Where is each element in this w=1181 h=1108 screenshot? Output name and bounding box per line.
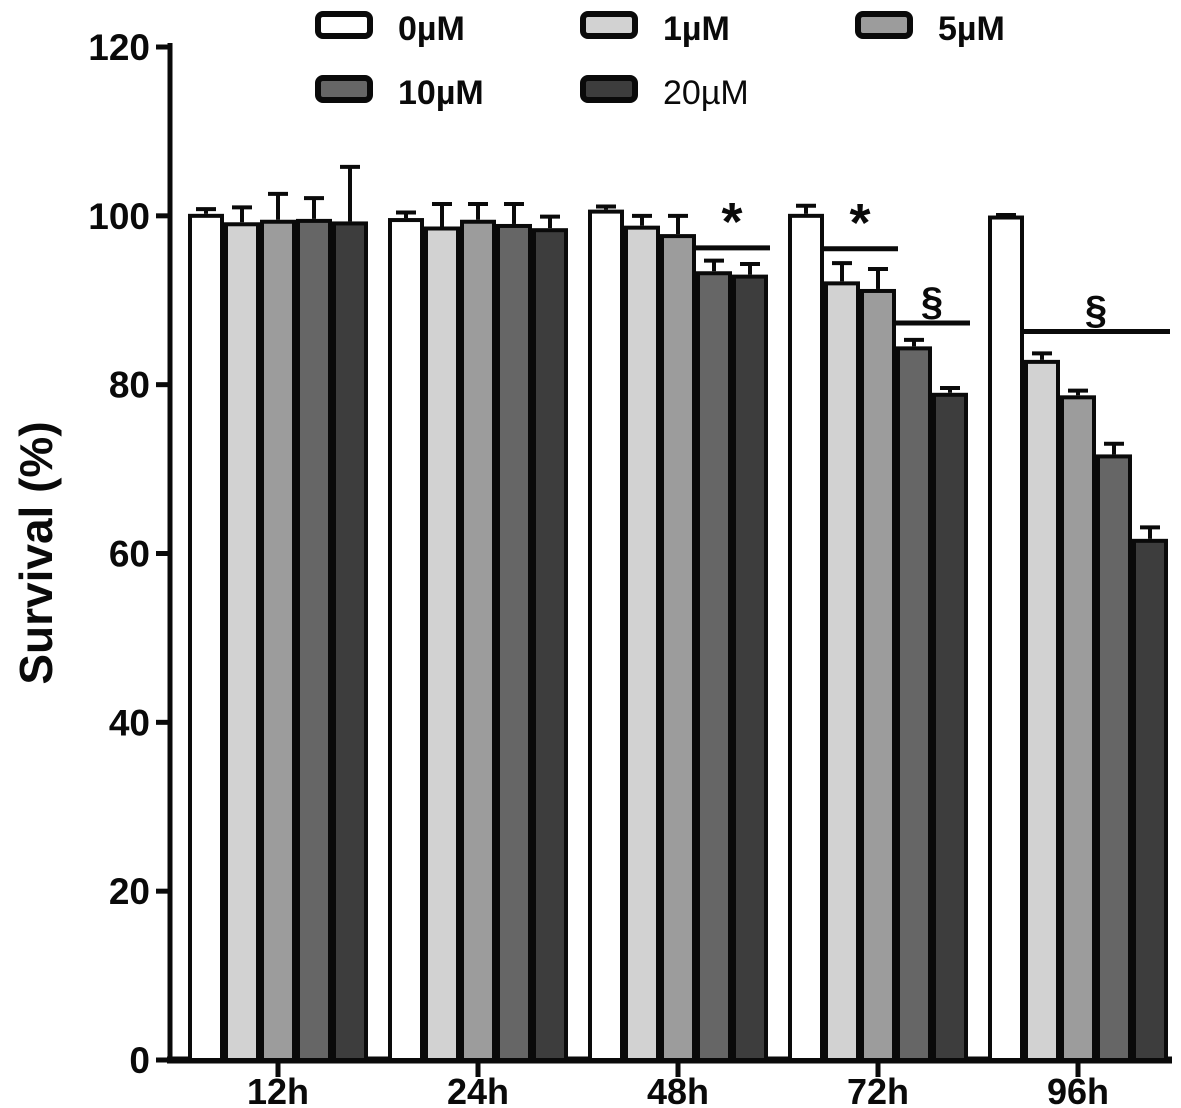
bar-96h-0uM xyxy=(988,215,1024,1062)
y-tick-label-40: 40 xyxy=(109,702,150,743)
bar-96h-20uM xyxy=(1132,538,1168,1062)
sig-symbol-72h-2: § xyxy=(921,280,943,324)
significance-markers: * * § § xyxy=(694,192,1170,334)
sig-symbol-48h-0: * xyxy=(721,192,742,252)
legend-label-10uM: 10µM xyxy=(398,74,484,112)
y-axis-ticks: 0 20 40 60 80 100 120 xyxy=(88,27,169,1081)
legend-label-20uM: 20µM xyxy=(663,74,749,112)
y-tick-label-80: 80 xyxy=(109,365,150,406)
y-tick-label-100: 100 xyxy=(88,196,150,237)
x-tick-label-72h: 72h xyxy=(847,1071,909,1108)
legend-swatch-1uM xyxy=(580,11,638,39)
y-tick-label-0: 0 xyxy=(129,1040,150,1081)
legend-swatch-5uM xyxy=(855,11,913,39)
error-bars xyxy=(196,164,1160,539)
legend-label-0uM: 0µM xyxy=(398,10,465,48)
x-tick-label-24h: 24h xyxy=(447,1071,509,1108)
bar-72h-20uM xyxy=(932,392,968,1062)
x-axis-ticks: 12h 24h 48h 72h 96h xyxy=(247,1063,1109,1108)
x-tick-label-48h: 48h xyxy=(647,1071,709,1108)
y-tick-label-120: 120 xyxy=(88,27,150,68)
bar-48h-5uM xyxy=(660,234,696,1063)
bar-24h-1uM xyxy=(424,226,460,1062)
y-tick-label-20: 20 xyxy=(109,871,150,912)
legend-swatch-0uM xyxy=(315,11,373,39)
bar-12h-5uM xyxy=(260,219,296,1062)
y-tick-label-60: 60 xyxy=(109,534,150,575)
bar-96h-5uM xyxy=(1060,395,1096,1062)
legend: 0µM 1µM 5µM 10µM 20µM xyxy=(315,10,1005,112)
bar-48h-10uM xyxy=(696,271,732,1062)
legend-label-5uM: 5µM xyxy=(938,10,1005,48)
bar-48h-1uM xyxy=(624,225,660,1062)
y-axis-title: Survival (%) xyxy=(10,421,62,684)
bar-96h-1uM xyxy=(1024,359,1060,1063)
bar-72h-0uM xyxy=(788,213,824,1063)
bar-24h-0uM xyxy=(388,218,424,1063)
legend-swatch-20uM xyxy=(580,75,638,103)
bar-12h-0uM xyxy=(188,213,224,1063)
sig-symbol-96h-3: § xyxy=(1085,288,1107,332)
x-tick-label-12h: 12h xyxy=(247,1071,309,1108)
bar-72h-10uM xyxy=(896,346,932,1062)
bar-72h-5uM xyxy=(860,288,896,1062)
bar-12h-1uM xyxy=(224,222,260,1062)
bar-12h-10uM xyxy=(296,218,332,1063)
legend-swatch-10uM xyxy=(315,75,373,103)
x-tick-label-96h: 96h xyxy=(1047,1071,1109,1108)
sig-symbol-72h-1: * xyxy=(849,193,870,253)
bar-96h-10uM xyxy=(1096,454,1132,1062)
bar-24h-5uM xyxy=(460,219,496,1062)
bar-48h-0uM xyxy=(588,209,624,1063)
bar-groups xyxy=(188,209,1168,1063)
bar-24h-10uM xyxy=(496,223,532,1063)
bar-24h-20uM xyxy=(532,228,568,1063)
legend-label-1uM: 1µM xyxy=(663,10,730,48)
bar-72h-1uM xyxy=(824,281,860,1063)
bar-48h-20uM xyxy=(732,274,768,1062)
bar-12h-20uM xyxy=(332,221,368,1062)
